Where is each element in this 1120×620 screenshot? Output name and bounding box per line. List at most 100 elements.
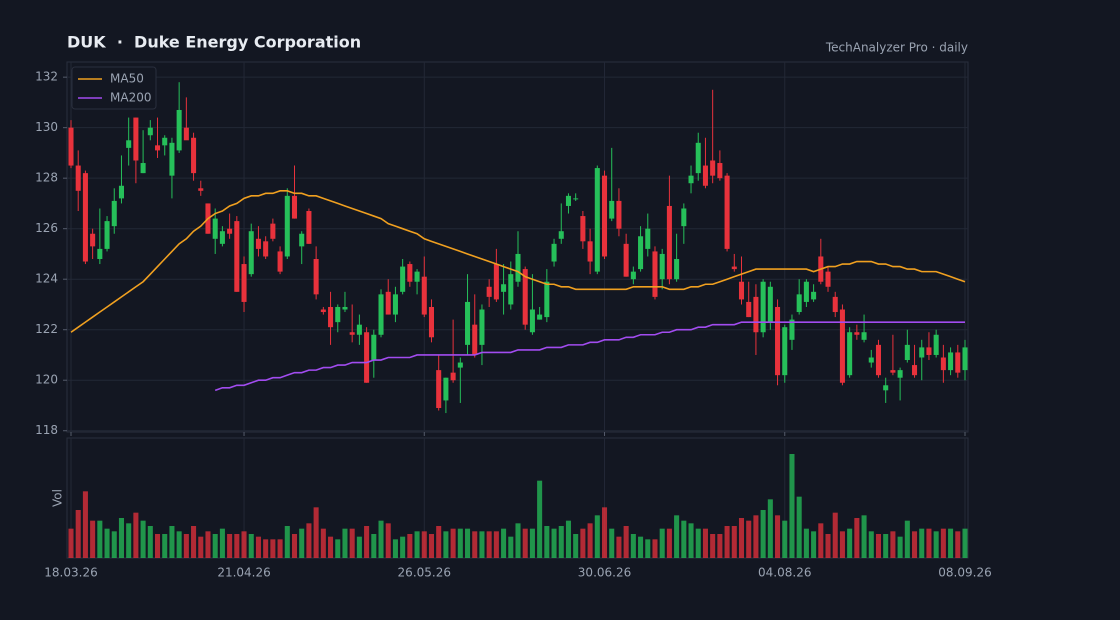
volume-bar — [775, 515, 781, 558]
candle-body — [587, 241, 593, 262]
volume-bar — [68, 528, 74, 558]
volume-bar — [623, 526, 629, 558]
volume-bar — [111, 531, 117, 558]
candle-body — [169, 142, 175, 176]
volume-bar — [940, 528, 946, 558]
volume-bar — [313, 507, 319, 558]
volume-bar — [883, 534, 889, 558]
volume-bar — [724, 526, 730, 558]
volume-bar — [205, 531, 211, 558]
candle-body — [270, 223, 276, 239]
volume-bar — [897, 536, 903, 558]
volume-bar — [328, 536, 334, 558]
volume-bar — [912, 531, 918, 558]
candle-body — [147, 127, 153, 136]
volume-bar — [457, 528, 463, 558]
candle-body — [436, 370, 442, 409]
volume-bar — [392, 539, 398, 558]
candle-body — [486, 286, 492, 297]
volume-bar — [263, 539, 269, 558]
candle-body — [104, 221, 110, 249]
volume-bar — [955, 531, 961, 558]
candle-body — [688, 175, 694, 184]
candle-body — [897, 370, 903, 378]
volume-bar — [414, 531, 420, 558]
candle-body — [191, 137, 197, 174]
candle-body — [674, 258, 680, 280]
volume-bar — [450, 528, 456, 558]
candle-body — [299, 233, 305, 247]
candle-body — [277, 251, 283, 272]
candle-body — [457, 362, 463, 368]
volume-bar — [428, 534, 435, 558]
volume-bar — [674, 515, 680, 558]
candle-body — [385, 291, 391, 315]
candle-body — [68, 127, 74, 166]
volume-bar — [342, 528, 348, 558]
volume-bar — [601, 507, 608, 558]
volume-bar — [652, 539, 658, 558]
volume-bar — [169, 526, 175, 558]
volume-bar — [299, 528, 305, 558]
volume-bar — [183, 534, 189, 558]
volume-bar — [248, 534, 254, 558]
candle-body — [681, 208, 687, 227]
volume-bar — [948, 528, 954, 558]
volume-bar — [616, 536, 622, 558]
candle-body — [738, 281, 745, 300]
candle-body — [666, 205, 672, 280]
volume-bar — [407, 534, 413, 558]
volume-bar — [400, 536, 406, 558]
candle-body — [537, 314, 543, 320]
candle-body — [118, 185, 124, 199]
candle-body — [176, 109, 182, 151]
y-tick-label: 126 — [35, 221, 58, 235]
volume-bar — [356, 536, 362, 558]
chart-subtitle: TechAnalyzer Pro · daily — [825, 41, 968, 55]
volume-bar — [320, 528, 326, 558]
volume-bar — [710, 534, 716, 558]
candle-body — [241, 264, 247, 302]
candle-body — [825, 271, 831, 287]
volume-bar — [861, 515, 867, 558]
candle-body — [890, 370, 896, 373]
volume-bar — [803, 528, 809, 558]
volume-bar — [529, 528, 535, 558]
volume-bar — [717, 534, 723, 558]
candle-body — [695, 142, 701, 174]
candle-body — [291, 195, 298, 219]
volume-bar — [97, 520, 103, 558]
candle-body — [883, 385, 889, 391]
volume-bar — [811, 531, 817, 558]
candle-body — [912, 365, 918, 376]
candle-body — [234, 221, 240, 292]
volume-bar — [544, 526, 550, 558]
volume-bar — [364, 526, 370, 558]
volume-bar — [515, 523, 521, 558]
candle-body — [580, 216, 586, 242]
candle-body — [803, 281, 809, 302]
candle-body — [183, 127, 189, 141]
candle-body — [630, 271, 636, 280]
volume-bar — [90, 520, 96, 558]
volume-bar — [277, 539, 283, 558]
volume-bar — [133, 512, 139, 558]
volume-bar — [118, 518, 124, 558]
candle-body — [284, 195, 290, 257]
volume-bar — [609, 528, 615, 558]
ma-line — [70, 190, 966, 333]
volume-bar — [796, 496, 802, 558]
candle-body — [904, 344, 910, 361]
volume-bar — [537, 480, 543, 558]
volume-bar — [551, 528, 557, 558]
candle-body — [227, 228, 233, 234]
volume-bar — [154, 534, 161, 558]
volume-bar — [565, 520, 571, 558]
volume-bar — [767, 499, 773, 558]
volume-bar — [378, 520, 384, 558]
volume-bar — [140, 520, 146, 558]
candle-body — [789, 319, 795, 340]
candle-body — [551, 243, 557, 262]
volume-bar — [501, 528, 507, 558]
legend-label: MA200 — [110, 91, 151, 105]
